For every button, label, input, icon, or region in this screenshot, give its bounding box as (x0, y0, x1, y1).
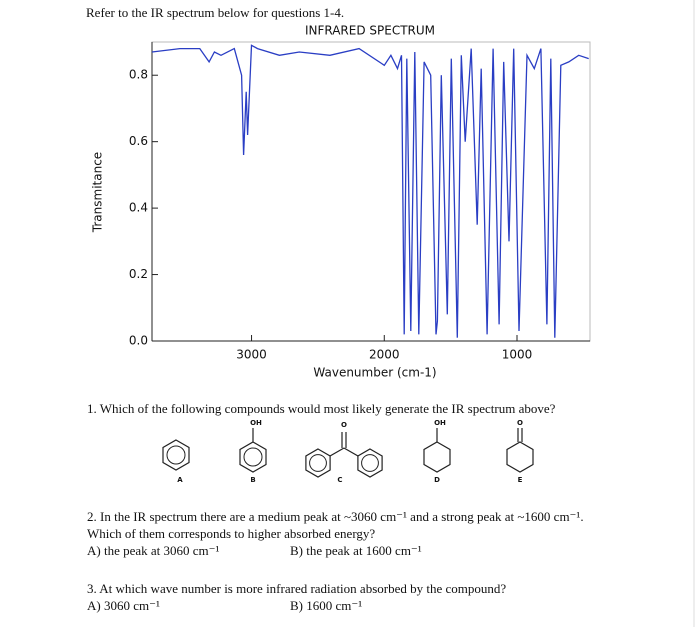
group-label: O (341, 421, 347, 429)
answer-option: A) the peak at 3060 cm⁻¹ (87, 543, 220, 558)
x-tick-label: 3000 (236, 348, 267, 362)
y-axis-label: Transmitance (91, 152, 105, 233)
aromatic-circle (243, 447, 263, 467)
chart-title: INFRARED SPECTRUM (305, 24, 435, 38)
answer-option: A) 3060 cm⁻¹ (87, 598, 160, 613)
group-label: O (517, 419, 523, 427)
y-tick-label: 0.6 (129, 134, 148, 148)
question-text: 2. In the IR spectrum there are a medium… (87, 509, 584, 524)
bond (329, 447, 345, 457)
aromatic-circle (166, 445, 186, 465)
ring (239, 441, 267, 473)
group-label: OH (250, 419, 262, 427)
y-tick-label: 0.4 (129, 201, 148, 215)
answer-option: B) 1600 cm⁻¹ (290, 598, 362, 613)
plot-frame (151, 41, 591, 342)
answer-option: B) the peak at 1600 cm⁻¹ (290, 543, 422, 558)
x-tick-label: 1000 (502, 348, 533, 362)
x-tick-label: 2000 (369, 348, 400, 362)
bond (343, 447, 359, 457)
y-tick-label: 0.0 (129, 334, 148, 348)
ring (162, 439, 190, 471)
ring (506, 441, 534, 473)
question-text: Which of them corresponds to higher abso… (87, 526, 375, 541)
group-label: OH (434, 419, 446, 427)
x-axis-label: Wavenumber (cm-1) (313, 366, 436, 380)
compound-label: A (177, 476, 183, 484)
question-text: 1. Which of the following compounds woul… (87, 401, 556, 416)
aromatic-circle (361, 454, 379, 472)
compound-label: E (518, 476, 523, 484)
compound-label: D (434, 476, 440, 484)
aromatic-circle (309, 454, 327, 472)
question-text: 3. At which wave number is more infrared… (87, 581, 506, 596)
compound-label: B (250, 476, 255, 484)
spectrum-line (151, 44, 589, 338)
y-tick-label: 0.2 (129, 267, 148, 281)
header: Refer to the IR spectrum below for quest… (86, 5, 344, 20)
ring (423, 441, 451, 473)
y-tick-label: 0.8 (129, 68, 148, 82)
compound-label: C (337, 476, 342, 484)
